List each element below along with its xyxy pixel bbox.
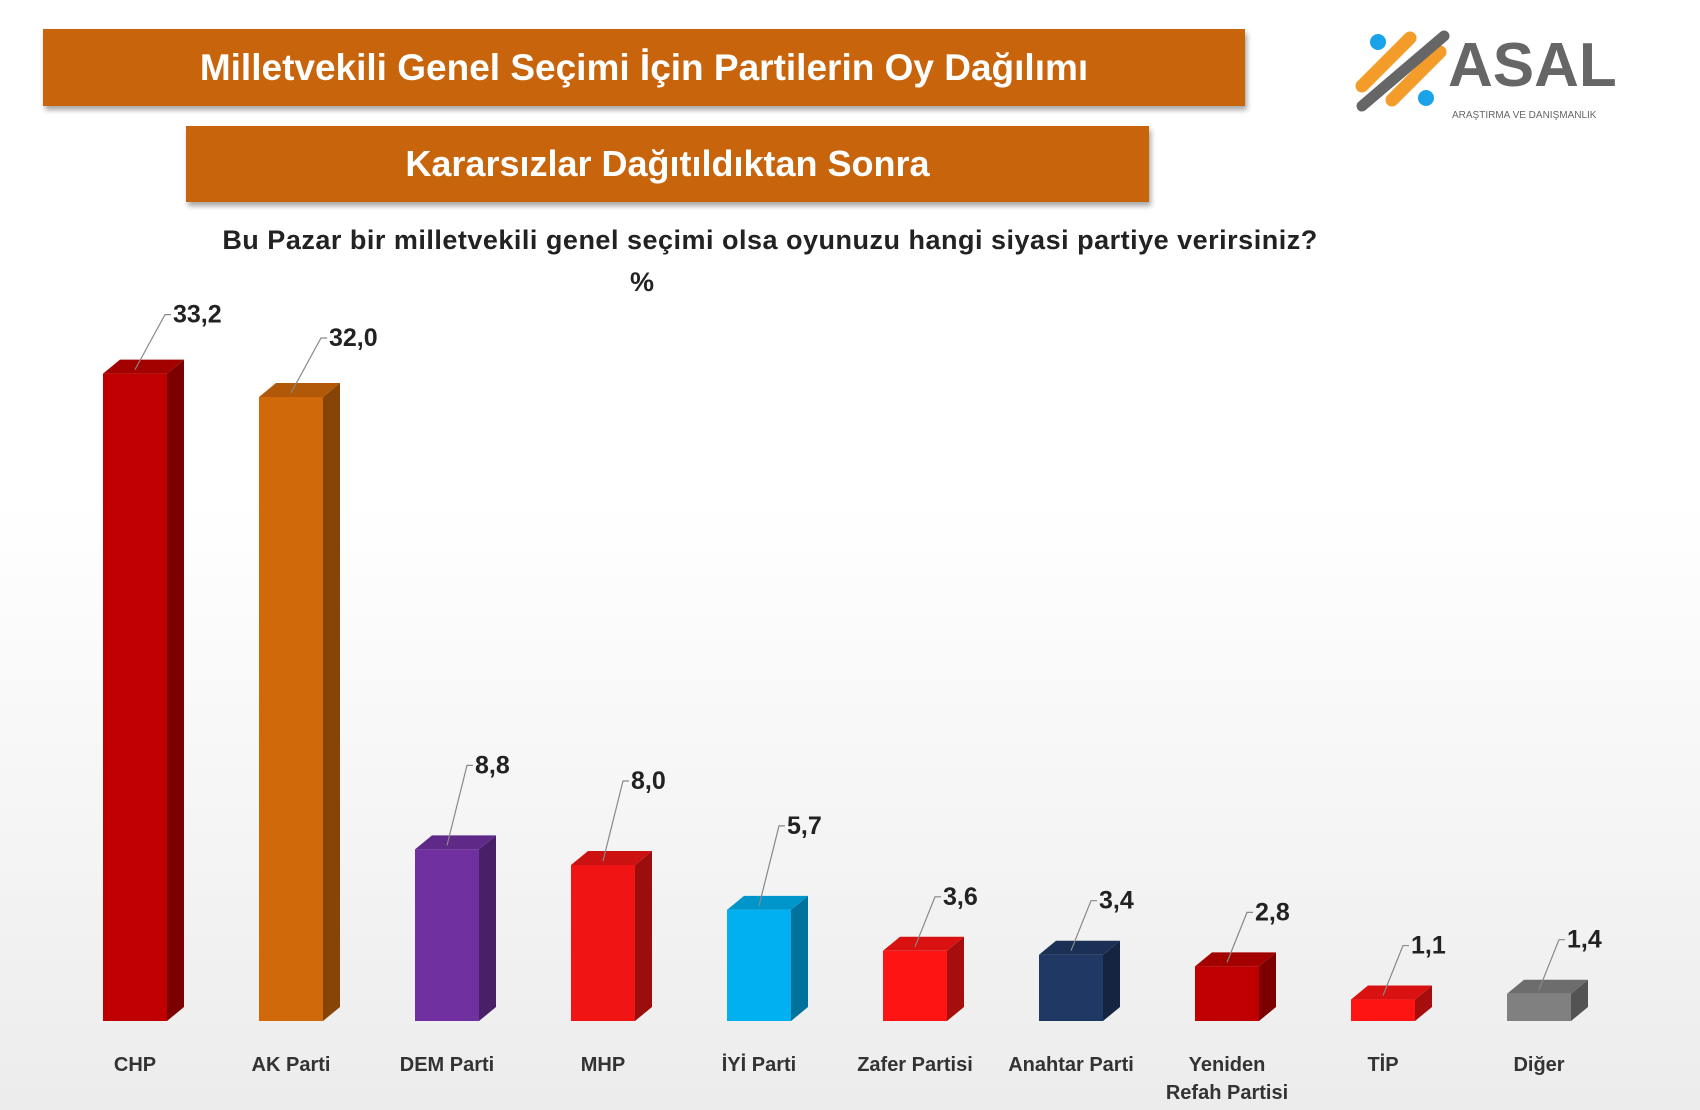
bar-top — [259, 383, 340, 397]
value-label: 33,2 — [173, 301, 222, 329]
category-label: Anahtar Parti — [1008, 1054, 1134, 1076]
bar — [103, 373, 167, 1022]
bar — [415, 849, 479, 1021]
category-label: CHP — [114, 1054, 156, 1076]
leader-line — [134, 314, 171, 370]
unit-label: % — [630, 267, 655, 297]
bar-side — [479, 835, 496, 1021]
leader-line — [602, 780, 629, 862]
bar — [1039, 954, 1103, 1021]
bar-top — [1351, 985, 1432, 1000]
value-label: 1,4 — [1567, 926, 1602, 954]
leader-line — [1382, 944, 1409, 996]
value-label: 1,1 — [1411, 932, 1446, 960]
bar-top — [1507, 979, 1588, 994]
category-label: Refah Partisi — [1166, 1082, 1288, 1104]
bar — [571, 865, 635, 1021]
leader-line — [1070, 900, 1097, 951]
value-label: 8,8 — [475, 751, 510, 779]
bar-top — [1039, 940, 1120, 955]
bar-top — [1195, 952, 1276, 967]
bar — [1351, 999, 1415, 1021]
category-label: Zafer Partisi — [857, 1054, 973, 1076]
asal-logo: ASAL ARAŞTIRMA VE DANIŞMANLIK — [1355, 30, 1617, 121]
bar — [1507, 993, 1571, 1021]
bar-side — [167, 359, 184, 1022]
value-label: 3,6 — [943, 883, 978, 911]
category-label: MHP — [581, 1054, 625, 1076]
survey-question: Bu Pazar bir milletvekili genel seçimi o… — [222, 225, 1318, 255]
category-label: DEM Parti — [400, 1054, 494, 1076]
bar-side — [1103, 940, 1120, 1021]
logo-name: ASAL — [1448, 31, 1617, 100]
subtitle-banner: Kararsızlar Dağıtıldıktan Sonra — [186, 126, 1149, 202]
value-label: 32,0 — [329, 324, 378, 352]
value-label: 8,0 — [631, 767, 666, 795]
bar-top — [571, 851, 652, 865]
bar-side — [1415, 985, 1432, 1021]
leader-line — [1226, 911, 1253, 963]
category-label: Yeniden — [1189, 1054, 1266, 1076]
value-label: 3,4 — [1099, 887, 1134, 915]
category-label: İYİ Parti — [722, 1053, 796, 1076]
bar-side — [635, 851, 652, 1021]
category-label: Diğer — [1513, 1054, 1564, 1076]
title-banner: Milletvekili Genel Seçimi İçin Partileri… — [43, 29, 1245, 106]
category-label: TİP — [1367, 1053, 1398, 1076]
value-label: 5,7 — [787, 812, 822, 840]
leader-line — [758, 825, 785, 906]
bar-top — [883, 936, 964, 951]
leader-line — [914, 896, 941, 948]
value-label: 2,8 — [1255, 898, 1290, 926]
bar-top — [727, 895, 808, 910]
bar — [1195, 966, 1259, 1021]
bar — [259, 397, 323, 1021]
bar-side — [1259, 952, 1276, 1021]
logo-tagline: ARAŞTIRMA VE DANIŞMANLIK — [1452, 110, 1597, 121]
leader-line — [446, 764, 473, 846]
bar — [883, 950, 947, 1021]
category-label: AK Parti — [252, 1054, 331, 1076]
bar-side — [791, 895, 808, 1021]
leader-line — [290, 337, 327, 394]
bar-top — [103, 359, 184, 374]
bar-side — [1571, 979, 1588, 1021]
bar-top — [415, 835, 496, 850]
bar — [727, 909, 791, 1021]
bar-side — [323, 383, 340, 1021]
leader-line — [1538, 939, 1565, 990]
bar-side — [947, 936, 964, 1021]
